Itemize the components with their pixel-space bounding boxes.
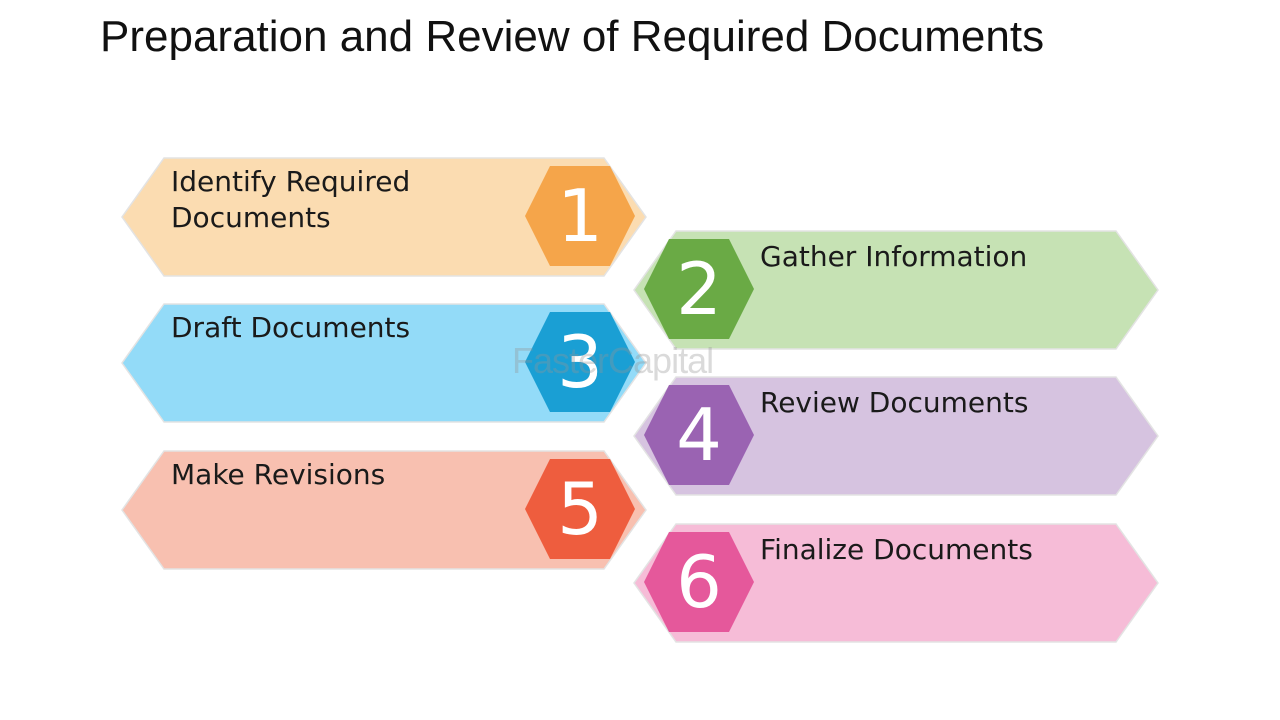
step-6-label-line-1: Finalize Documents [760,533,1033,566]
step-6-number: 6 [676,540,722,624]
step-3-shape [121,303,647,423]
step-6-hexagon [633,523,1159,643]
step-2-number: 2 [676,247,722,331]
step-2-shape [633,230,1159,350]
step-5-label-line-1: Make Revisions [171,458,386,491]
step-3-badge-hexagon [525,312,635,412]
step-4-badge: 4 [644,385,754,485]
step-3-badge: 3 [525,312,635,412]
step-3: Draft Documents 3 [120,302,648,424]
step-3-label-line-1: Draft Documents [171,311,411,344]
step-6-badge-hexagon [644,532,754,632]
step-1-label: Identify Required Documents [171,164,410,236]
step-6-label: Finalize Documents [760,532,1033,568]
step-4-label: Review Documents [760,385,1028,421]
step-6-shape [633,523,1159,643]
step-4-shape [633,376,1159,496]
step-4-number: 4 [676,393,722,477]
step-3-label: Draft Documents [171,310,410,346]
watermark-logo: FasterCapital [512,340,714,381]
step-2: Gather Information 2 [632,229,1160,351]
step-4-badge-hexagon [644,385,754,485]
step-1-label-line-1: Identify Required [171,165,411,198]
step-3-hexagon [121,303,647,423]
step-2-label: Gather Information [760,239,1027,275]
step-4: Review Documents 4 [632,375,1160,497]
step-3-number: 3 [557,320,603,404]
step-5-shape [121,450,647,570]
page-title: Preparation and Review of Required Docum… [100,12,1045,61]
step-5: Make Revisions 5 [120,449,648,571]
step-5-number: 5 [557,467,603,551]
step-4-label-line-1: Review Documents [760,386,1029,419]
step-1-badge: 1 [525,166,635,266]
step-4-hexagon [633,376,1159,496]
step-5-badge-hexagon [525,459,635,559]
step-1-number: 1 [557,174,603,258]
step-1-badge-hexagon [525,166,635,266]
step-2-label-line-1: Gather Information [760,240,1028,273]
step-5-badge: 5 [525,459,635,559]
step-2-badge: 2 [644,239,754,339]
step-6-badge: 6 [644,532,754,632]
step-2-hexagon [633,230,1159,350]
step-1-shape [121,157,647,277]
step-6: Finalize Documents 6 [632,522,1160,644]
step-1: Identify Required Documents 1 [120,156,648,278]
step-5-label: Make Revisions [171,457,385,493]
step-1-hexagon [121,157,647,277]
step-1-label-line-2: Documents [171,201,331,234]
step-5-hexagon [121,450,647,570]
step-2-badge-hexagon [644,239,754,339]
